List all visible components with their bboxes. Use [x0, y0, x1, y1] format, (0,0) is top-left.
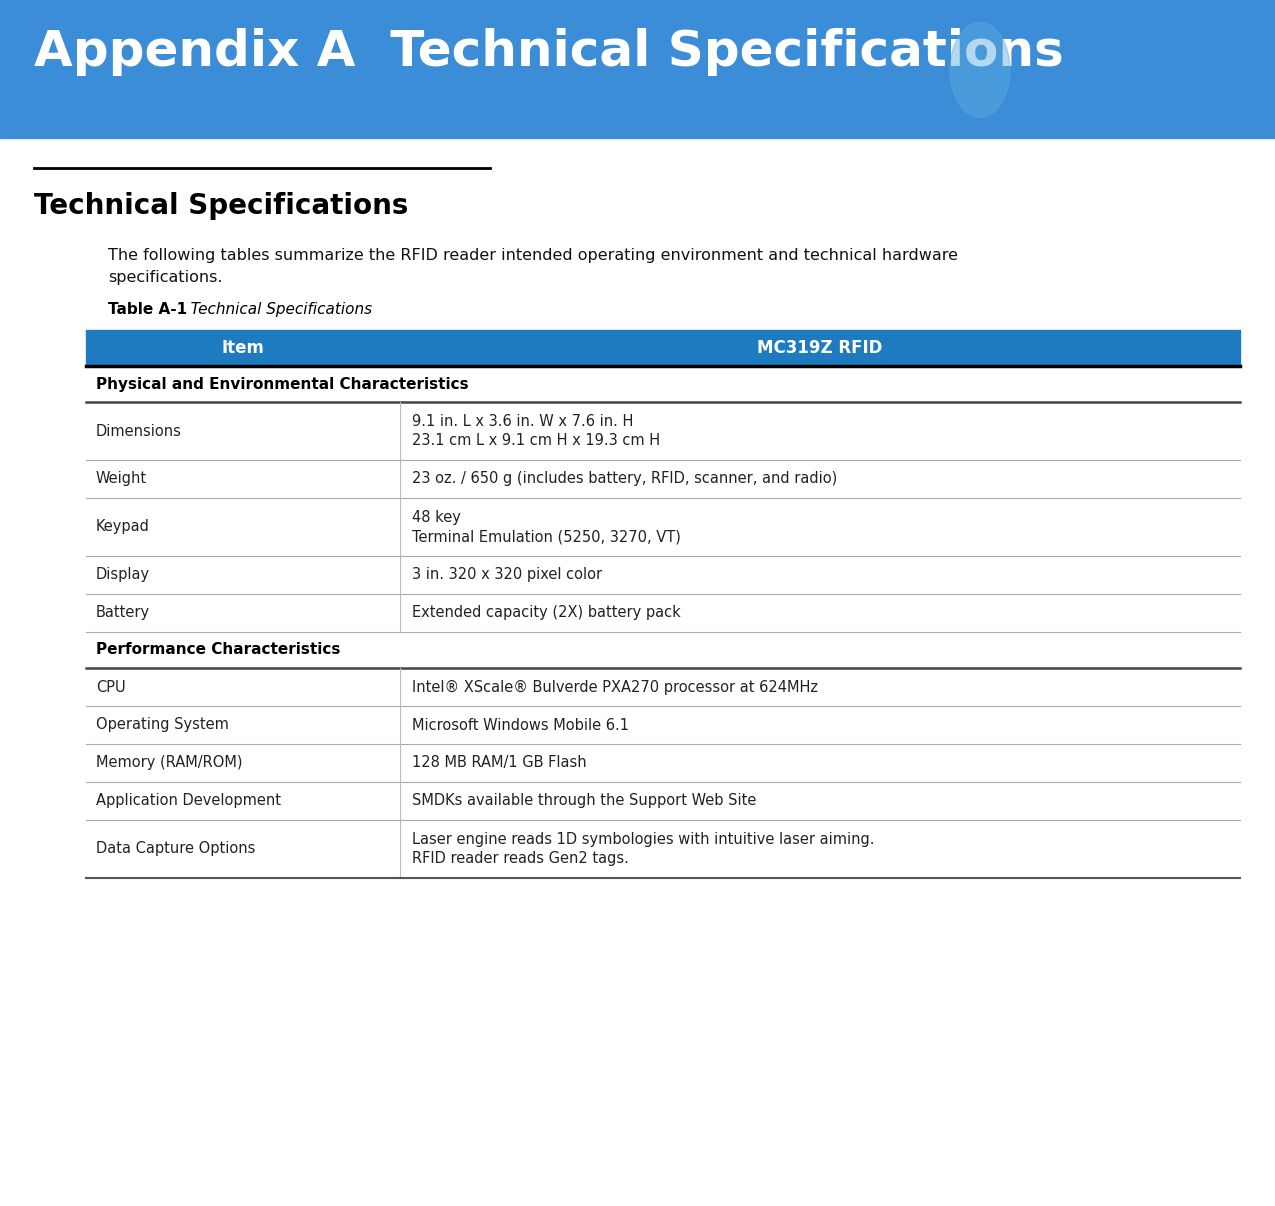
Bar: [85, 459, 1241, 498]
Text: SMDKs available through the Support Web Site: SMDKs available through the Support Web …: [412, 794, 756, 808]
Text: Operating System: Operating System: [96, 718, 230, 732]
Ellipse shape: [950, 23, 1010, 117]
Bar: [85, 365, 1241, 402]
Bar: [85, 632, 1241, 668]
Text: Battery: Battery: [96, 605, 150, 621]
Text: Item: Item: [222, 339, 264, 357]
Text: Data Capture Options: Data Capture Options: [96, 842, 255, 856]
Text: Weight: Weight: [96, 472, 147, 486]
Text: Dimensions: Dimensions: [96, 423, 182, 439]
Bar: [85, 402, 1241, 459]
Text: Table A-1: Table A-1: [108, 302, 187, 317]
Text: Microsoft Windows Mobile 6.1: Microsoft Windows Mobile 6.1: [412, 718, 629, 732]
Text: Performance Characteristics: Performance Characteristics: [96, 643, 340, 657]
Text: Application Development: Application Development: [96, 794, 280, 808]
Text: 9.1 in. L x 3.6 in. W x 7.6 in. H: 9.1 in. L x 3.6 in. W x 7.6 in. H: [412, 414, 634, 429]
Bar: [85, 820, 1241, 878]
Text: Intel® XScale® Bulverde PXA270 processor at 624MHz: Intel® XScale® Bulverde PXA270 processor…: [412, 679, 817, 695]
Bar: [85, 781, 1241, 820]
Text: Technical Specifications: Technical Specifications: [176, 302, 372, 317]
Text: 48 key: 48 key: [412, 510, 460, 525]
Bar: [0, 0, 1275, 137]
Text: Terminal Emulation (5250, 3270, VT): Terminal Emulation (5250, 3270, VT): [412, 529, 681, 544]
Text: 128 MB RAM/1 GB Flash: 128 MB RAM/1 GB Flash: [412, 755, 586, 771]
Text: 23 oz. / 650 g (includes battery, RFID, scanner, and radio): 23 oz. / 650 g (includes battery, RFID, …: [412, 472, 838, 486]
Bar: [85, 706, 1241, 744]
Text: Appendix A  Technical Specifications: Appendix A Technical Specifications: [34, 28, 1063, 76]
Bar: [85, 744, 1241, 781]
Text: Memory (RAM/ROM): Memory (RAM/ROM): [96, 755, 242, 771]
Text: Physical and Environmental Characteristics: Physical and Environmental Characteristi…: [96, 376, 469, 392]
Text: CPU: CPU: [96, 679, 126, 695]
Bar: [85, 498, 1241, 556]
Text: 3 in. 320 x 320 pixel color: 3 in. 320 x 320 pixel color: [412, 568, 602, 582]
Bar: [85, 556, 1241, 595]
Bar: [85, 595, 1241, 632]
Text: MC319Z RFID: MC319Z RFID: [757, 339, 882, 357]
Bar: [85, 668, 1241, 706]
Text: Extended capacity (2X) battery pack: Extended capacity (2X) battery pack: [412, 605, 681, 621]
Text: The following tables summarize the RFID reader intended operating environment an: The following tables summarize the RFID …: [108, 248, 958, 263]
Text: Keypad: Keypad: [96, 520, 150, 534]
Text: Display: Display: [96, 568, 150, 582]
Bar: [85, 330, 1241, 365]
Text: Technical Specifications: Technical Specifications: [34, 192, 408, 219]
Text: Laser engine reads 1D symbologies with intuitive laser aiming.: Laser engine reads 1D symbologies with i…: [412, 832, 875, 847]
Text: 23.1 cm L x 9.1 cm H x 19.3 cm H: 23.1 cm L x 9.1 cm H x 19.3 cm H: [412, 433, 660, 447]
Text: specifications.: specifications.: [108, 270, 223, 285]
Text: RFID reader reads Gen2 tags.: RFID reader reads Gen2 tags.: [412, 851, 629, 866]
